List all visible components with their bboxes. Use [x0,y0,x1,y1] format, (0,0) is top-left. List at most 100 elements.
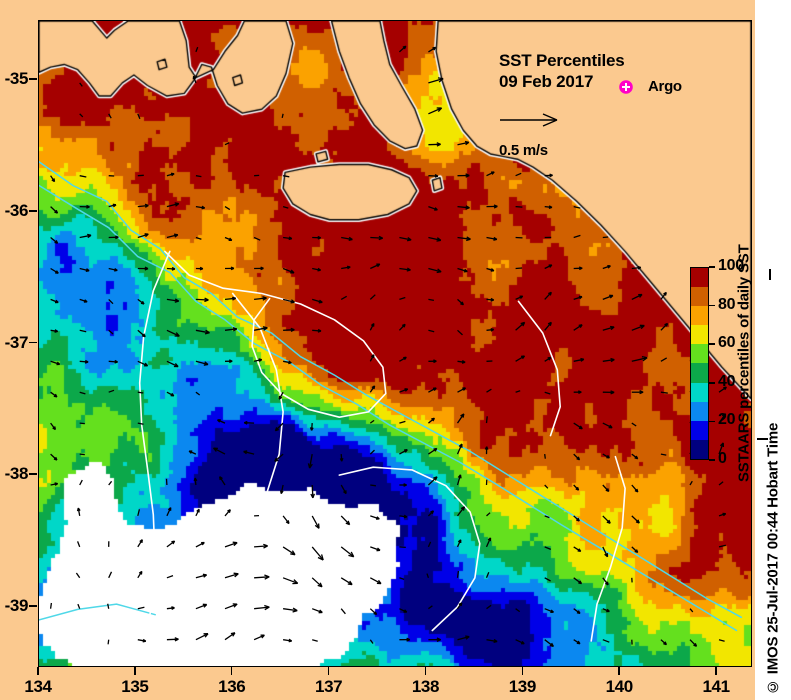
velocity-arrow-95 [544,515,550,519]
velocity-arrow-76 [544,546,552,551]
velocity-arrow-96 [573,515,580,522]
velocity-arrow-134 [573,453,581,461]
velocity-arrow-276 [428,236,442,242]
velocity-arrow-205 [253,326,268,331]
velocity-arrow-181 [166,360,179,368]
colorbar-band-60-70 [691,325,708,345]
colorbar-band-20-30 [691,401,708,421]
velocity-arrow-224 [166,298,180,303]
ssh-contour-2 [206,292,284,629]
velocity-arrow-47 [224,572,239,579]
velocity-arrow-3 [195,633,209,641]
velocity-arrow-230 [340,295,348,300]
velocity-arrow-87 [282,515,290,525]
velocity-arrow-292 [457,205,470,210]
velocity-arrow-55 [456,570,460,578]
velocity-arrow-43 [108,571,113,579]
x-axis-label-141: 141 [702,677,731,696]
velocity-arrow-207 [312,328,322,333]
velocity-arrow-8 [369,639,374,644]
y-tick [29,210,37,212]
velocity-arrow-271 [283,236,293,241]
velocity-arrow-20 [718,639,725,642]
velocity-arrow-67 [254,543,268,549]
velocity-arrow-127 [339,454,344,462]
velocity-arrow-232 [399,296,406,301]
velocity-arrow-7 [312,639,318,642]
colorbar-tick-100 [709,266,715,268]
ssh-contour-0 [138,250,171,648]
colorbar-band-30-40 [691,382,708,402]
figure-title: SST Percentiles 09 Feb 2017 [499,50,625,92]
velocity-arrow-265 [108,235,119,240]
y-axis-label--38: -38 [4,464,29,484]
velocity-arrow-179 [108,359,118,364]
bathymetry-contour-2 [39,603,156,621]
velocity-arrow-187 [399,356,407,362]
velocity-arrow-257 [486,267,495,272]
velocity-arrow-105 [219,476,226,486]
velocity-arrow-243 [79,267,90,272]
velocity-arrow-215 [573,324,583,331]
velocity-arrow-32 [369,608,378,616]
velocity-arrow-65 [195,541,205,548]
velocity-arrow-277 [457,236,471,242]
velocity-arrow-162 [195,391,201,396]
velocity-arrow-294 [515,205,523,208]
x-axis-label-140: 140 [605,677,634,696]
velocity-arrow-249 [254,266,264,271]
velocity-arrow-108 [340,484,347,495]
velocity-arrow-116 [602,484,610,492]
velocity-arrow-158 [79,391,86,395]
velocity-arrow-133 [544,454,546,459]
velocity-arrow-284 [79,204,90,209]
velocity-arrow-21 [49,602,53,609]
velocity-arrow-106 [279,484,284,494]
velocity-arrow-5 [253,634,265,641]
velocity-arrow-295 [544,205,553,210]
velocity-arrow-178 [79,359,89,364]
velocity-arrow-301 [166,172,175,177]
velocity-arrow-286 [137,203,149,208]
velocity-arrow-172 [602,390,615,395]
velocity-arrow-171 [573,390,582,394]
velocity-arrow-37 [515,608,521,613]
velocity-arrow-25 [166,606,175,610]
velocity-arrow-75 [485,537,492,548]
velocity-arrow-290 [282,205,289,209]
velocity-arrow-10 [428,637,441,642]
velocity-arrow-164 [369,385,376,393]
colorbar-band-50-60 [691,344,708,364]
velocity-arrow-135 [602,453,610,459]
argo-legend-label: Argo [648,78,682,95]
velocity-arrow-68 [282,546,296,556]
velocity-arrow-209 [398,323,406,331]
velocity-arrow-201 [137,329,146,338]
argo-legend-entry: Argo [618,78,682,95]
velocity-arrow-317 [428,107,443,115]
x-axis-label-138: 138 [411,677,440,696]
velocity-arrow-13 [515,639,525,645]
velocity-arrow-202 [166,329,180,337]
velocity-arrow-281 [573,234,581,239]
velocity-arrow-154 [631,422,637,427]
colorbar-tick-label-40: 40 [718,372,736,390]
velocity-arrow-79 [631,546,639,554]
velocity-arrow-39 [573,608,581,615]
velocity-arrow-148 [399,420,406,424]
velocity-arrow-244 [108,267,118,272]
velocity-arrow-45 [166,574,174,579]
velocity-arrow-94 [486,512,491,517]
velocity-arrow-145 [274,422,284,432]
velocity-arrow-92 [427,510,435,517]
bathymetry-contour-0 [39,161,743,619]
velocity-arrow-38 [544,608,554,614]
velocity-arrow-316 [281,113,284,119]
velocity-arrow-54 [426,573,430,579]
velocity-arrow-12 [486,638,498,644]
velocity-arrow-253 [370,263,381,270]
velocity-arrow-70 [340,546,355,558]
velocity-arrow-59 [602,577,609,586]
velocity-arrow-42 [75,572,81,579]
